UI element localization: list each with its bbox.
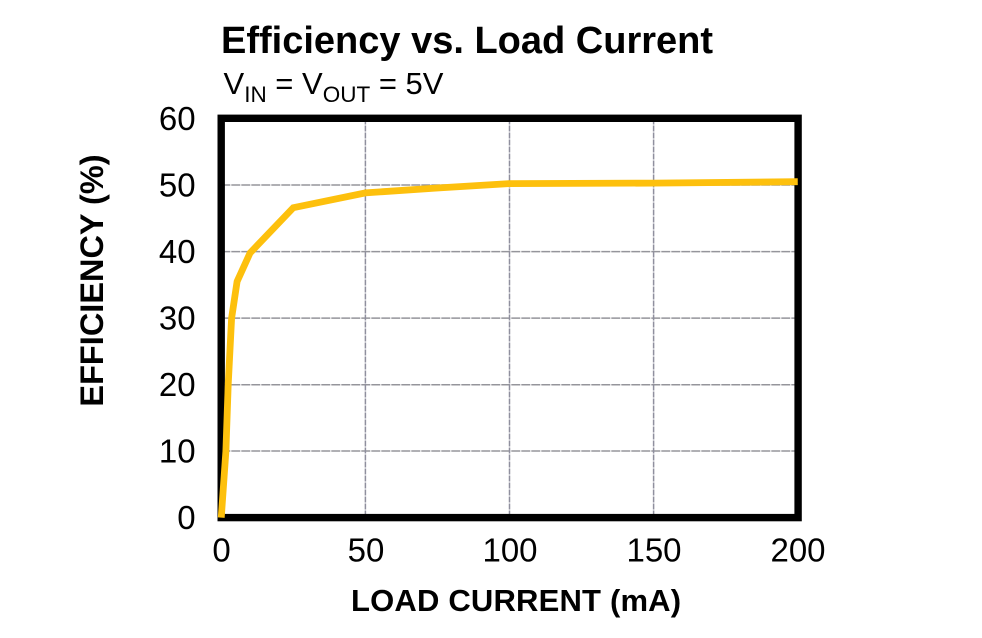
svg-text:10: 10 [159, 432, 196, 469]
svg-text:60: 60 [159, 100, 196, 137]
svg-text:30: 30 [159, 300, 196, 337]
svg-text:0: 0 [212, 531, 230, 568]
svg-text:20: 20 [159, 366, 196, 403]
svg-text:50: 50 [348, 531, 385, 568]
svg-text:Efficiency vs. Load Current: Efficiency vs. Load Current [221, 20, 713, 62]
svg-text:0: 0 [177, 499, 195, 536]
svg-text:40: 40 [159, 233, 196, 270]
svg-text:EFFICIENCY (%): EFFICIENCY (%) [74, 154, 110, 406]
svg-text:150: 150 [626, 531, 681, 568]
svg-text:200: 200 [770, 531, 825, 568]
svg-text:50: 50 [159, 166, 196, 203]
svg-text:100: 100 [482, 531, 537, 568]
svg-text:LOAD CURRENT (mA): LOAD CURRENT (mA) [351, 583, 681, 618]
